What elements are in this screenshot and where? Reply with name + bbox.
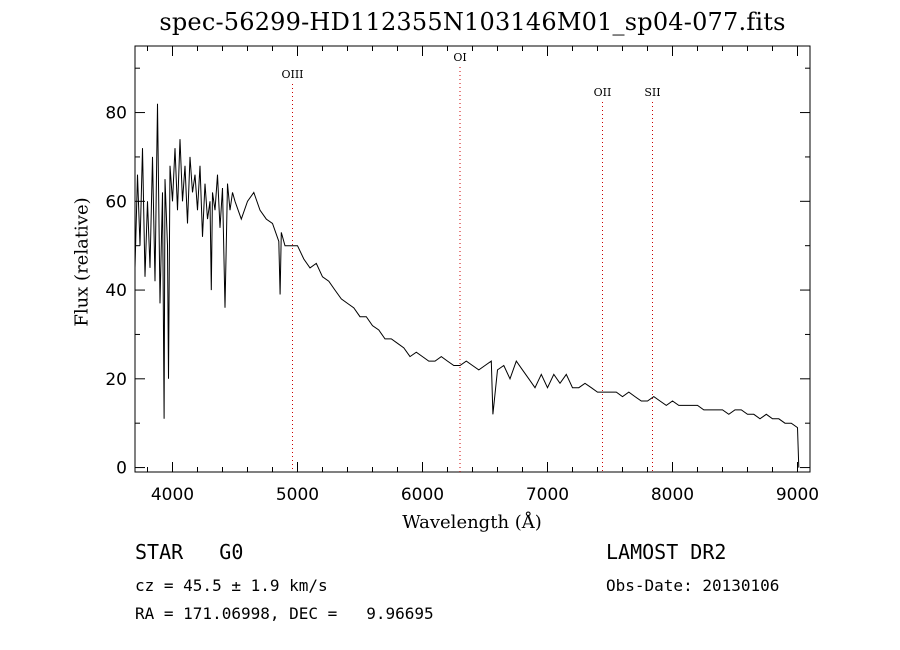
emission-line-markers: OIII OI OII SII (281, 51, 661, 472)
object-class: STAR (135, 540, 184, 564)
y-tick-label: 60 (105, 192, 127, 212)
observation-date: Obs-Date: 20130106 (606, 576, 780, 595)
axis-ticks: 4000 5000 6000 7000 8000 9000 0 20 40 60 80 (105, 46, 819, 505)
x-tick-label: 5000 (276, 485, 319, 505)
y-tick-label: 40 (105, 281, 127, 301)
spectrum-series-line (134, 103, 800, 468)
object-subclass: G0 (219, 540, 244, 564)
plot-frame (134, 45, 811, 473)
emission-line-label: OIII (281, 68, 303, 81)
x-tick-label: 7000 (526, 485, 569, 505)
y-axis-label: Flux (relative) (71, 197, 93, 327)
x-tick-label: 9000 (776, 485, 819, 505)
redshift-line: cz = 45.5 ± 1.9 km/s (135, 576, 328, 595)
y-tick-label: 20 (105, 370, 127, 390)
chart-title: spec-56299-HD112355N103146M01_sp04-077.f… (159, 8, 786, 36)
object-class-line: STAR G0 (135, 540, 243, 564)
survey-name: LAMOST DR2 (606, 540, 727, 564)
y-tick-label: 0 (116, 459, 127, 479)
x-tick-label: 6000 (401, 485, 444, 505)
coordinates-line: RA = 171.06998, DEC = 9.96695 (135, 604, 434, 623)
emission-line-label: OI (453, 51, 466, 64)
x-tick-label: 8000 (651, 485, 694, 505)
emission-line-label: SII (644, 86, 660, 99)
x-tick-label: 4000 (151, 485, 194, 505)
x-axis-label: Wavelength (Å) (402, 512, 542, 533)
emission-line-label: OII (594, 86, 612, 99)
y-tick-label: 80 (105, 104, 127, 124)
